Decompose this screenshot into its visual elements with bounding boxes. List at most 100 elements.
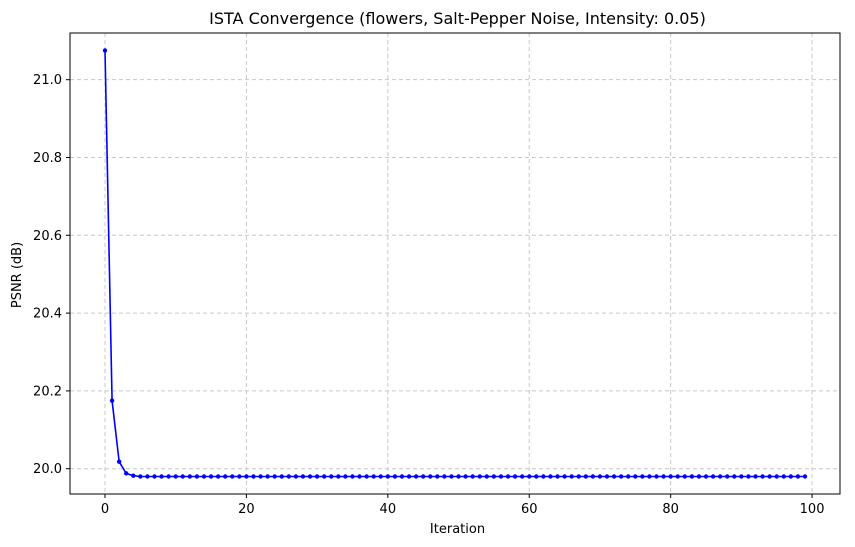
x-tick-label: 0 <box>101 502 109 517</box>
data-point-marker <box>795 474 801 479</box>
plot-frame <box>69 32 841 495</box>
data-point-marker <box>527 474 532 479</box>
data-point-marker <box>357 474 362 479</box>
axis-ticks: 0 20 40 60 80 100 20.0 20.2 20.4 20.6 20.8 21.0 <box>33 73 824 517</box>
data-point-marker <box>703 474 709 479</box>
data-point-marker <box>385 474 391 479</box>
data-point-marker <box>435 474 440 479</box>
x-tick-label: 40 <box>380 502 397 517</box>
data-point-marker <box>251 474 256 479</box>
data-point-marker <box>159 474 164 479</box>
data-point-marker <box>548 474 553 479</box>
data-point-marker <box>350 474 355 479</box>
data-point-marker <box>505 474 511 479</box>
data-point-marker <box>640 474 645 479</box>
data-point-marker <box>491 474 497 479</box>
data-point-marker <box>413 474 419 479</box>
data-point-marker <box>633 474 638 479</box>
data-point-marker <box>576 474 581 479</box>
data-point-marker <box>569 474 574 479</box>
data-point-marker <box>364 474 369 479</box>
data-point-marker <box>102 48 108 53</box>
data-point-marker <box>767 474 772 479</box>
data-point-marker <box>321 474 327 479</box>
data-point-marker <box>647 474 652 479</box>
data-point-marker <box>116 459 122 464</box>
data-point-marker <box>675 474 680 479</box>
data-point-marker <box>314 474 320 479</box>
data-point-marker <box>626 474 631 479</box>
data-point-marker <box>611 474 617 479</box>
data-point-marker <box>166 474 171 479</box>
data-point-marker <box>456 474 461 479</box>
data-point-marker <box>597 474 603 479</box>
data-point-marker <box>753 474 758 479</box>
data-point-marker <box>760 474 765 479</box>
y-tick-label: 20.0 <box>33 462 62 477</box>
data-point-marker <box>428 474 433 479</box>
x-tick-label: 80 <box>662 502 679 517</box>
data-point-marker <box>223 474 228 479</box>
data-point-marker <box>272 474 277 479</box>
data-point-marker <box>230 474 235 479</box>
data-point-marker <box>562 474 567 479</box>
data-point-marker <box>618 474 624 479</box>
series-line <box>104 50 805 478</box>
data-point-marker <box>717 474 723 479</box>
y-tick-label: 21.0 <box>33 73 62 88</box>
data-point-marker <box>138 474 143 479</box>
y-tick-label: 20.2 <box>33 384 62 399</box>
data-point-marker <box>484 474 490 479</box>
data-point-marker <box>300 474 306 479</box>
data-point-marker <box>781 474 786 479</box>
data-point-marker <box>739 474 744 479</box>
data-point-marker <box>725 474 730 479</box>
data-point-marker <box>498 474 504 479</box>
data-point-marker <box>590 474 596 479</box>
data-point-marker <box>343 474 348 479</box>
data-point-marker <box>293 474 299 479</box>
data-point-marker <box>124 471 129 476</box>
y-tick-label: 20.8 <box>33 151 62 166</box>
data-point-marker <box>470 474 475 479</box>
data-point-marker <box>604 474 610 479</box>
data-point-marker <box>237 474 242 479</box>
data-point-marker <box>519 474 525 479</box>
data-point-marker <box>774 474 779 479</box>
data-point-marker <box>732 474 737 479</box>
data-point-marker <box>131 473 136 478</box>
data-point-marker <box>696 474 702 479</box>
data-point-marker <box>555 474 560 479</box>
data-point-marker <box>477 474 482 479</box>
data-point-marker <box>463 474 468 479</box>
data-point-marker <box>145 474 150 479</box>
data-point-marker <box>399 474 405 479</box>
data-point-marker <box>215 474 221 479</box>
data-point-marker <box>371 474 376 479</box>
data-point-marker <box>194 474 200 479</box>
data-point-marker <box>152 474 157 479</box>
data-point-marker <box>173 474 178 479</box>
data-point-marker <box>710 474 716 479</box>
grid-lines <box>70 33 840 494</box>
x-tick-label: 60 <box>521 502 538 517</box>
data-point-marker <box>336 474 341 479</box>
data-point-marker <box>788 474 794 479</box>
data-point-marker <box>746 474 751 479</box>
data-point-marker <box>682 474 687 479</box>
data-point-marker <box>378 474 383 479</box>
data-point-marker <box>420 474 426 479</box>
data-point-marker <box>654 474 659 479</box>
data-point-marker <box>279 474 284 479</box>
chart-title: ISTA Convergence (flowers, Salt-Pepper N… <box>209 9 706 28</box>
data-point-marker <box>187 474 193 479</box>
data-point-marker <box>180 474 185 479</box>
data-point-marker <box>208 474 214 479</box>
data-point-marker <box>329 474 334 479</box>
data-point-marker <box>406 474 412 479</box>
data-point-marker <box>109 398 115 403</box>
y-tick-label: 20.4 <box>33 307 62 322</box>
y-axis-label: PSNR (dB) <box>10 242 25 308</box>
